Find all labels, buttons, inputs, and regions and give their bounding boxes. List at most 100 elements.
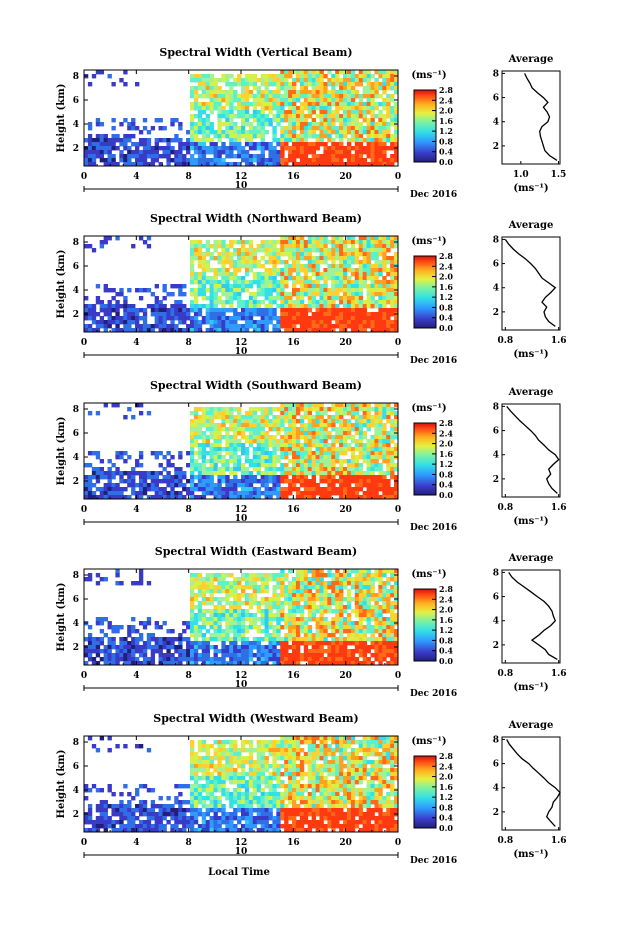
- colorbar-tick-label: 1.6: [439, 116, 453, 126]
- profile-y-tick-label: 6: [493, 427, 499, 437]
- colorbar-tick-label: 0.0: [439, 656, 453, 666]
- y-axis-label: Height (km): [56, 417, 67, 486]
- y-tick-label: 2: [73, 643, 79, 653]
- colorbar-tick-label: 0.4: [439, 646, 453, 656]
- profile-y-tick-label: 8: [493, 402, 499, 412]
- colorbar-tick-label: 2.4: [439, 594, 453, 604]
- panel-3: Spectral Width (Eastward Beam) 2 4 6 8 Height…: [56, 545, 567, 699]
- x-axis-label: Local Time: [208, 867, 270, 878]
- date-month: Dec 2016: [410, 190, 457, 200]
- profile-frame: [501, 236, 561, 331]
- profile-title: Average: [508, 720, 554, 731]
- y-axis-label: Height (km): [56, 583, 67, 652]
- y-tick-label: 4: [73, 453, 79, 463]
- y-tick-label: 8: [73, 738, 79, 748]
- heatmap-cells: [84, 403, 399, 500]
- colorbar-tick-label: 0.0: [439, 490, 453, 500]
- colorbar-tick-label: 2.8: [439, 251, 453, 261]
- colorbar-tick-label: 2.0: [439, 605, 453, 615]
- x-tick-label: 20: [339, 671, 352, 681]
- colorbar-tick-label: 1.2: [439, 792, 453, 802]
- date-day: 10: [235, 347, 248, 357]
- colorbar-tick-label: 2.4: [439, 261, 453, 271]
- x-tick-label: 8: [186, 505, 192, 515]
- y-tick-label: 2: [73, 144, 79, 154]
- colorbar-tick-label: 1.2: [439, 126, 453, 136]
- profile-y-tick-label: 6: [493, 593, 499, 603]
- colorbar-tick-label: 0.8: [439, 635, 453, 645]
- x-tick-label: 0: [395, 338, 401, 348]
- profile-x-tick-label: 0.8: [497, 503, 513, 513]
- profile-x-tick-label: 0.8: [497, 669, 513, 679]
- heatmap-cells: [84, 736, 399, 833]
- profile-line: [506, 739, 561, 827]
- x-tick-label: 16: [287, 172, 300, 182]
- colorbar-tick-label: 1.6: [439, 449, 453, 459]
- x-tick-label: 0: [395, 172, 401, 182]
- panel-title: Spectral Width (Westward Beam): [153, 712, 358, 725]
- y-tick-label: 4: [73, 286, 79, 296]
- colorbar-tick-label: 2.8: [439, 418, 453, 428]
- panel-title: Spectral Width (Vertical Beam): [159, 46, 352, 59]
- y-tick-label: 2: [73, 810, 79, 820]
- profile-x-tick-label: 1.5: [551, 170, 567, 180]
- colorbar-tick-label: 2.0: [439, 106, 453, 116]
- colorbar-tick-label: 1.6: [439, 615, 453, 625]
- x-tick-label: 4: [133, 338, 139, 348]
- x-tick-label: 16: [287, 671, 300, 681]
- profile-title: Average: [508, 54, 554, 65]
- colorbar-tick-label: 2.0: [439, 772, 453, 782]
- profile-x-label: (ms⁻¹): [513, 183, 548, 194]
- y-tick-label: 6: [73, 429, 79, 439]
- colorbar-tick-label: 2.0: [439, 439, 453, 449]
- profile-x-label: (ms⁻¹): [513, 849, 548, 860]
- x-tick-label: 12: [235, 338, 248, 348]
- x-tick-label: 4: [133, 671, 139, 681]
- colorbar-tick-label: 2.8: [439, 751, 453, 761]
- profile-x-label: (ms⁻¹): [513, 682, 548, 693]
- profile-x-tick-label: 1.6: [551, 836, 567, 846]
- y-tick-label: 2: [73, 310, 79, 320]
- colorbar-tick-label: 0.4: [439, 813, 453, 823]
- date-month: Dec 2016: [410, 523, 457, 533]
- x-tick-label: 0: [81, 338, 87, 348]
- date-day: 10: [235, 680, 248, 690]
- x-tick-label: 4: [133, 172, 139, 182]
- y-tick-label: 8: [73, 238, 79, 248]
- colorbar-tick-label: 2.0: [439, 272, 453, 282]
- panel-0: Spectral Width (Vertical Beam) 2 4 6 8 Height…: [56, 46, 566, 200]
- date-month: Dec 2016: [410, 356, 457, 366]
- y-tick-label: 6: [73, 595, 79, 605]
- heatmap-cells: [84, 569, 399, 666]
- y-tick-label: 6: [73, 262, 79, 272]
- colorbar-tick-label: 1.2: [439, 292, 453, 302]
- colorbar-tick-label: 0.8: [439, 302, 453, 312]
- panel-title: Spectral Width (Southward Beam): [150, 379, 362, 392]
- x-tick-label: 16: [287, 505, 300, 515]
- profile-line: [524, 73, 558, 161]
- x-tick-label: 12: [235, 172, 248, 182]
- x-tick-label: 8: [186, 671, 192, 681]
- profile-y-tick-label: 6: [493, 94, 499, 104]
- x-tick-label: 12: [235, 838, 248, 848]
- profile-line: [504, 239, 557, 327]
- profile-y-tick-label: 4: [493, 451, 499, 461]
- colorbar-tick-label: 0.0: [439, 157, 453, 167]
- profile-title: Average: [508, 553, 554, 564]
- x-tick-label: 8: [186, 838, 192, 848]
- profile-y-tick-label: 2: [493, 475, 499, 485]
- colorbar-tick-label: 2.4: [439, 428, 453, 438]
- y-axis-label: Height (km): [56, 84, 67, 153]
- x-tick-label: 20: [339, 838, 352, 848]
- colorbar-tick-label: 1.6: [439, 782, 453, 792]
- colorbar-tick-label: 0.4: [439, 313, 453, 323]
- x-tick-label: 0: [81, 671, 87, 681]
- y-tick-label: 2: [73, 477, 79, 487]
- colorbar-tick-label: 1.6: [439, 282, 453, 292]
- heatmap-cells: [84, 70, 399, 167]
- y-tick-label: 8: [73, 405, 79, 415]
- colorbar-unit: (ms⁻¹): [411, 569, 446, 580]
- panel-2: Spectral Width (Southward Beam) 2 4 6 8 Heigh…: [56, 379, 567, 533]
- y-axis-label: Height (km): [56, 250, 67, 319]
